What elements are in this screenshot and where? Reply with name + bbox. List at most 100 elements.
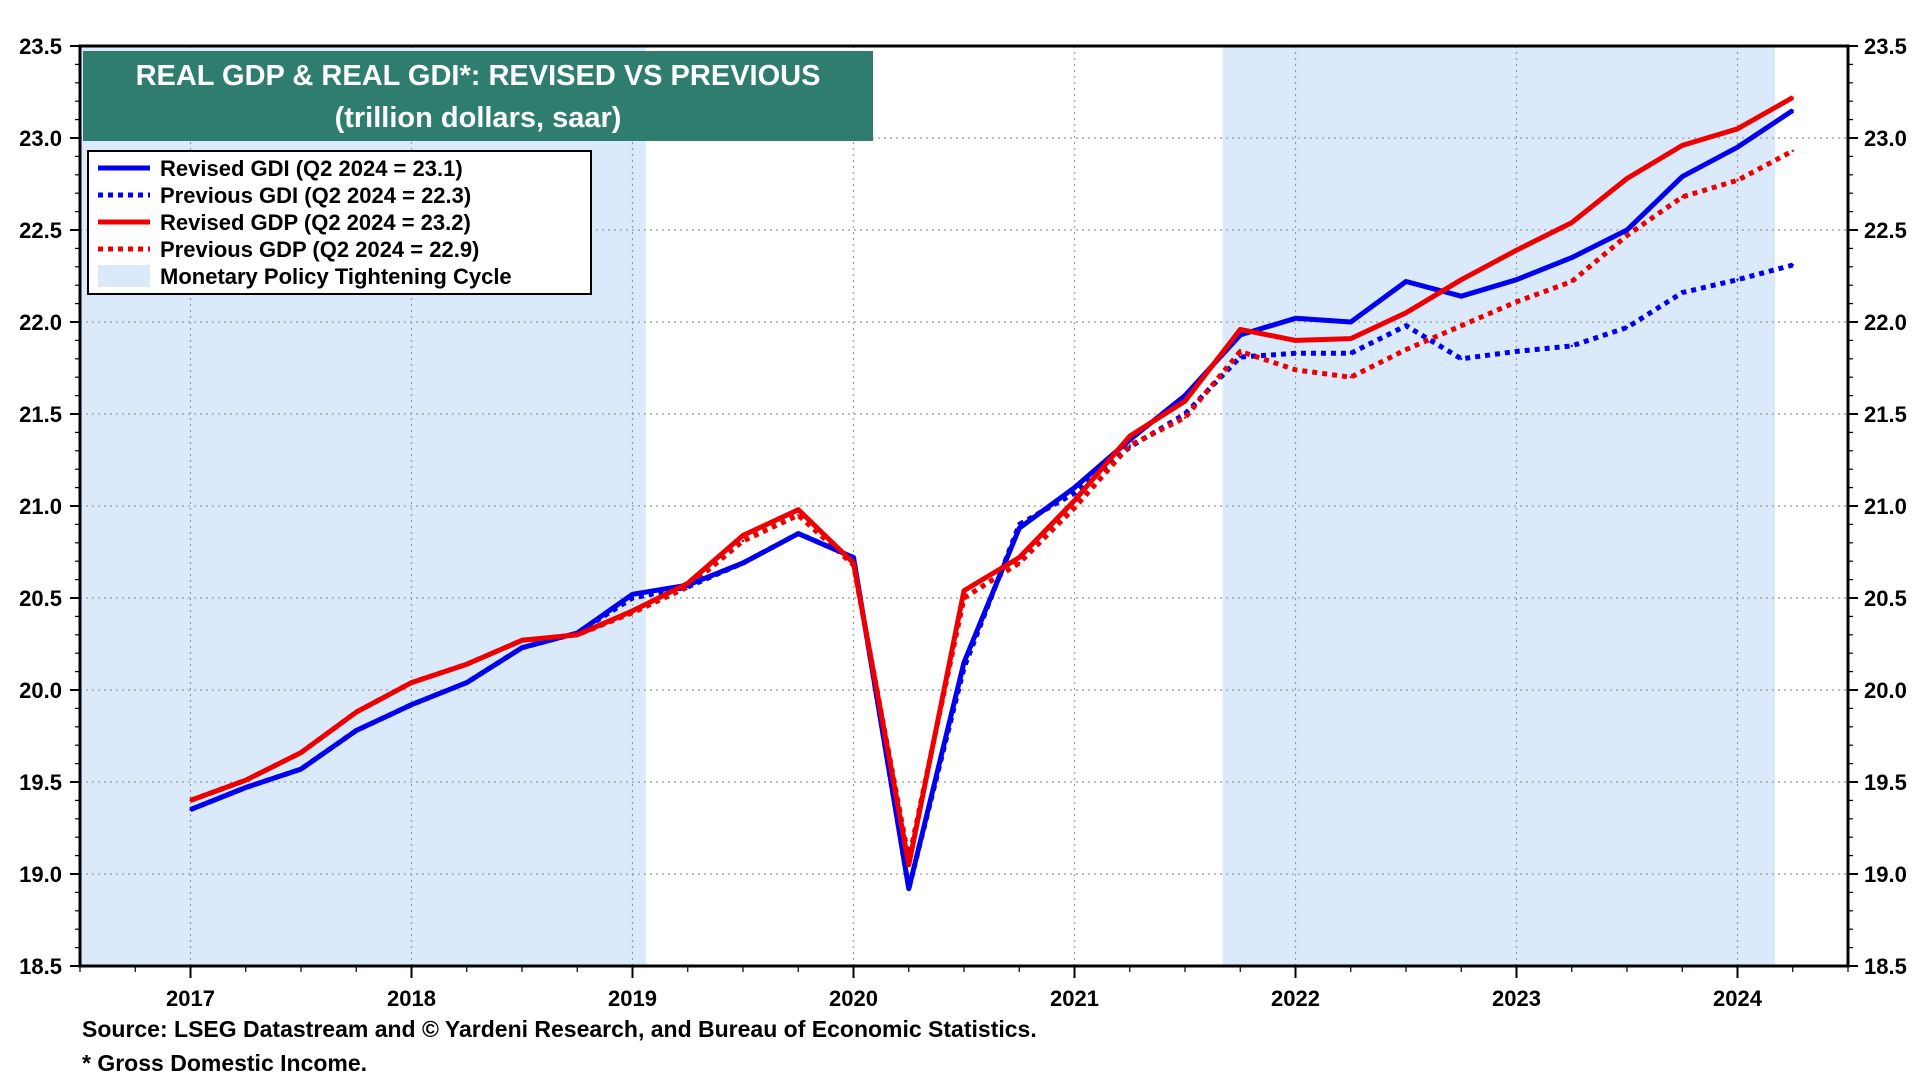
data-point <box>189 808 192 811</box>
data-point <box>1183 399 1187 403</box>
data-point <box>1515 300 1518 303</box>
data-point <box>1128 434 1131 438</box>
data-point <box>1349 320 1352 324</box>
axes: 18.5 18.5 19.0 19.0 19.5 19.5 20.0 20.0 20.5 20.5… <box>19 34 1907 1011</box>
legend-label: Monetary Policy Tightening Cycle <box>160 264 512 289</box>
source-note: Source: LSEG Datastream and © Yardeni Re… <box>82 1016 1037 1042</box>
y-tick-label-right: 23.5 <box>1864 34 1907 59</box>
y-tick-label-left: 18.5 <box>19 954 62 979</box>
data-point <box>1183 416 1187 419</box>
x-tick-label: 2020 <box>829 986 878 1011</box>
x-tick-label: 2019 <box>608 986 657 1011</box>
data-point <box>1349 337 1352 340</box>
y-tick-label-left: 20.0 <box>19 678 62 703</box>
data-point <box>962 661 966 664</box>
y-tick-label-right: 19.5 <box>1864 770 1907 795</box>
data-point <box>1460 324 1463 327</box>
data-point <box>852 561 855 565</box>
data-point <box>1073 506 1076 510</box>
y-tick-label-right: 20.0 <box>1864 678 1907 703</box>
legend-label: Previous GDP (Q2 2024 = 22.9) <box>160 237 479 262</box>
data-point <box>1239 328 1242 331</box>
data-point <box>1681 175 1684 178</box>
y-tick-label-right: 21.0 <box>1864 494 1907 519</box>
revised-gdi-line <box>189 108 1795 892</box>
y-tick-label-right: 18.5 <box>1864 954 1907 979</box>
data-point <box>1681 195 1684 199</box>
x-tick-label: 2022 <box>1271 986 1320 1011</box>
data-point <box>1128 444 1131 447</box>
data-point <box>1018 561 1021 565</box>
data-point <box>1073 486 1076 489</box>
data-point <box>244 786 247 789</box>
data-point <box>576 633 579 636</box>
data-point <box>1625 228 1629 232</box>
data-point <box>1681 144 1684 147</box>
data-point <box>465 663 468 666</box>
data-point <box>1404 324 1408 327</box>
data-point <box>797 532 800 535</box>
data-point <box>1625 326 1629 329</box>
data-point <box>1791 149 1794 153</box>
y-tick-label-left: 19.5 <box>19 770 62 795</box>
legend-label: Previous GDI (Q2 2024 = 22.3) <box>160 183 471 208</box>
data-point <box>355 710 358 714</box>
data-point <box>410 703 413 706</box>
data-point <box>1736 127 1739 130</box>
data-point <box>1570 256 1573 259</box>
y-tick-label-right: 22.0 <box>1864 310 1907 335</box>
data-point <box>1349 376 1352 379</box>
data-point <box>741 561 745 565</box>
x-tick-label: 2023 <box>1492 986 1541 1011</box>
x-tick-label: 2017 <box>166 986 215 1011</box>
data-point <box>1515 350 1518 353</box>
y-tick-label-left: 23.0 <box>19 126 62 151</box>
data-point <box>1294 339 1297 342</box>
data-point <box>1460 278 1463 281</box>
y-tick-label-right: 20.5 <box>1864 586 1907 611</box>
data-point <box>1018 526 1021 530</box>
title-background <box>83 51 873 141</box>
data-point <box>741 539 745 543</box>
data-point <box>1515 278 1518 281</box>
data-point <box>1239 355 1242 359</box>
chart-subtitle: (trillion dollars, saar) <box>335 102 622 134</box>
data-point <box>1239 350 1242 353</box>
data-point <box>1404 311 1408 314</box>
data-point <box>1625 234 1629 237</box>
y-tick-label-left: 21.0 <box>19 494 62 519</box>
data-point <box>1625 177 1629 180</box>
revised-gdp-line <box>189 95 1795 868</box>
x-tick-label: 2024 <box>1713 986 1763 1011</box>
data-point <box>1294 368 1297 372</box>
data-point <box>410 681 413 684</box>
title-box: REAL GDP & REAL GDI*: REVISED VS PREVIOU… <box>83 51 873 141</box>
y-tick-label-right: 23.0 <box>1864 126 1907 151</box>
x-tick-label: 2021 <box>1050 986 1099 1011</box>
legend-swatch-shade <box>98 265 150 287</box>
data-point <box>1791 96 1794 99</box>
data-point <box>1570 344 1573 348</box>
data-point <box>244 778 247 782</box>
data-point <box>189 799 192 802</box>
data-point <box>1570 221 1573 224</box>
data-point <box>1294 352 1297 355</box>
x-tick-label: 2018 <box>387 986 436 1011</box>
data-point <box>1736 179 1739 182</box>
legend: Revised GDI (Q2 2024 = 23.1)Previous GDI… <box>87 150 592 295</box>
data-series <box>189 95 1795 892</box>
legend-label: Revised GDI (Q2 2024 = 23.1) <box>160 156 463 181</box>
y-tick-label-right: 19.0 <box>1864 862 1907 887</box>
data-point <box>907 863 910 866</box>
data-point <box>1515 249 1518 252</box>
data-point <box>1183 394 1187 397</box>
y-tick-label-right: 21.5 <box>1864 402 1907 427</box>
y-tick-label-left: 22.5 <box>19 218 62 243</box>
chart-title: REAL GDP & REAL GDI*: REVISED VS PREVIOU… <box>136 60 821 92</box>
legend-box <box>87 150 592 295</box>
data-point <box>686 582 689 585</box>
data-point <box>741 534 745 537</box>
legend-label: Revised GDP (Q2 2024 = 23.2) <box>160 210 471 235</box>
data-point <box>299 767 303 771</box>
data-point <box>299 751 303 754</box>
